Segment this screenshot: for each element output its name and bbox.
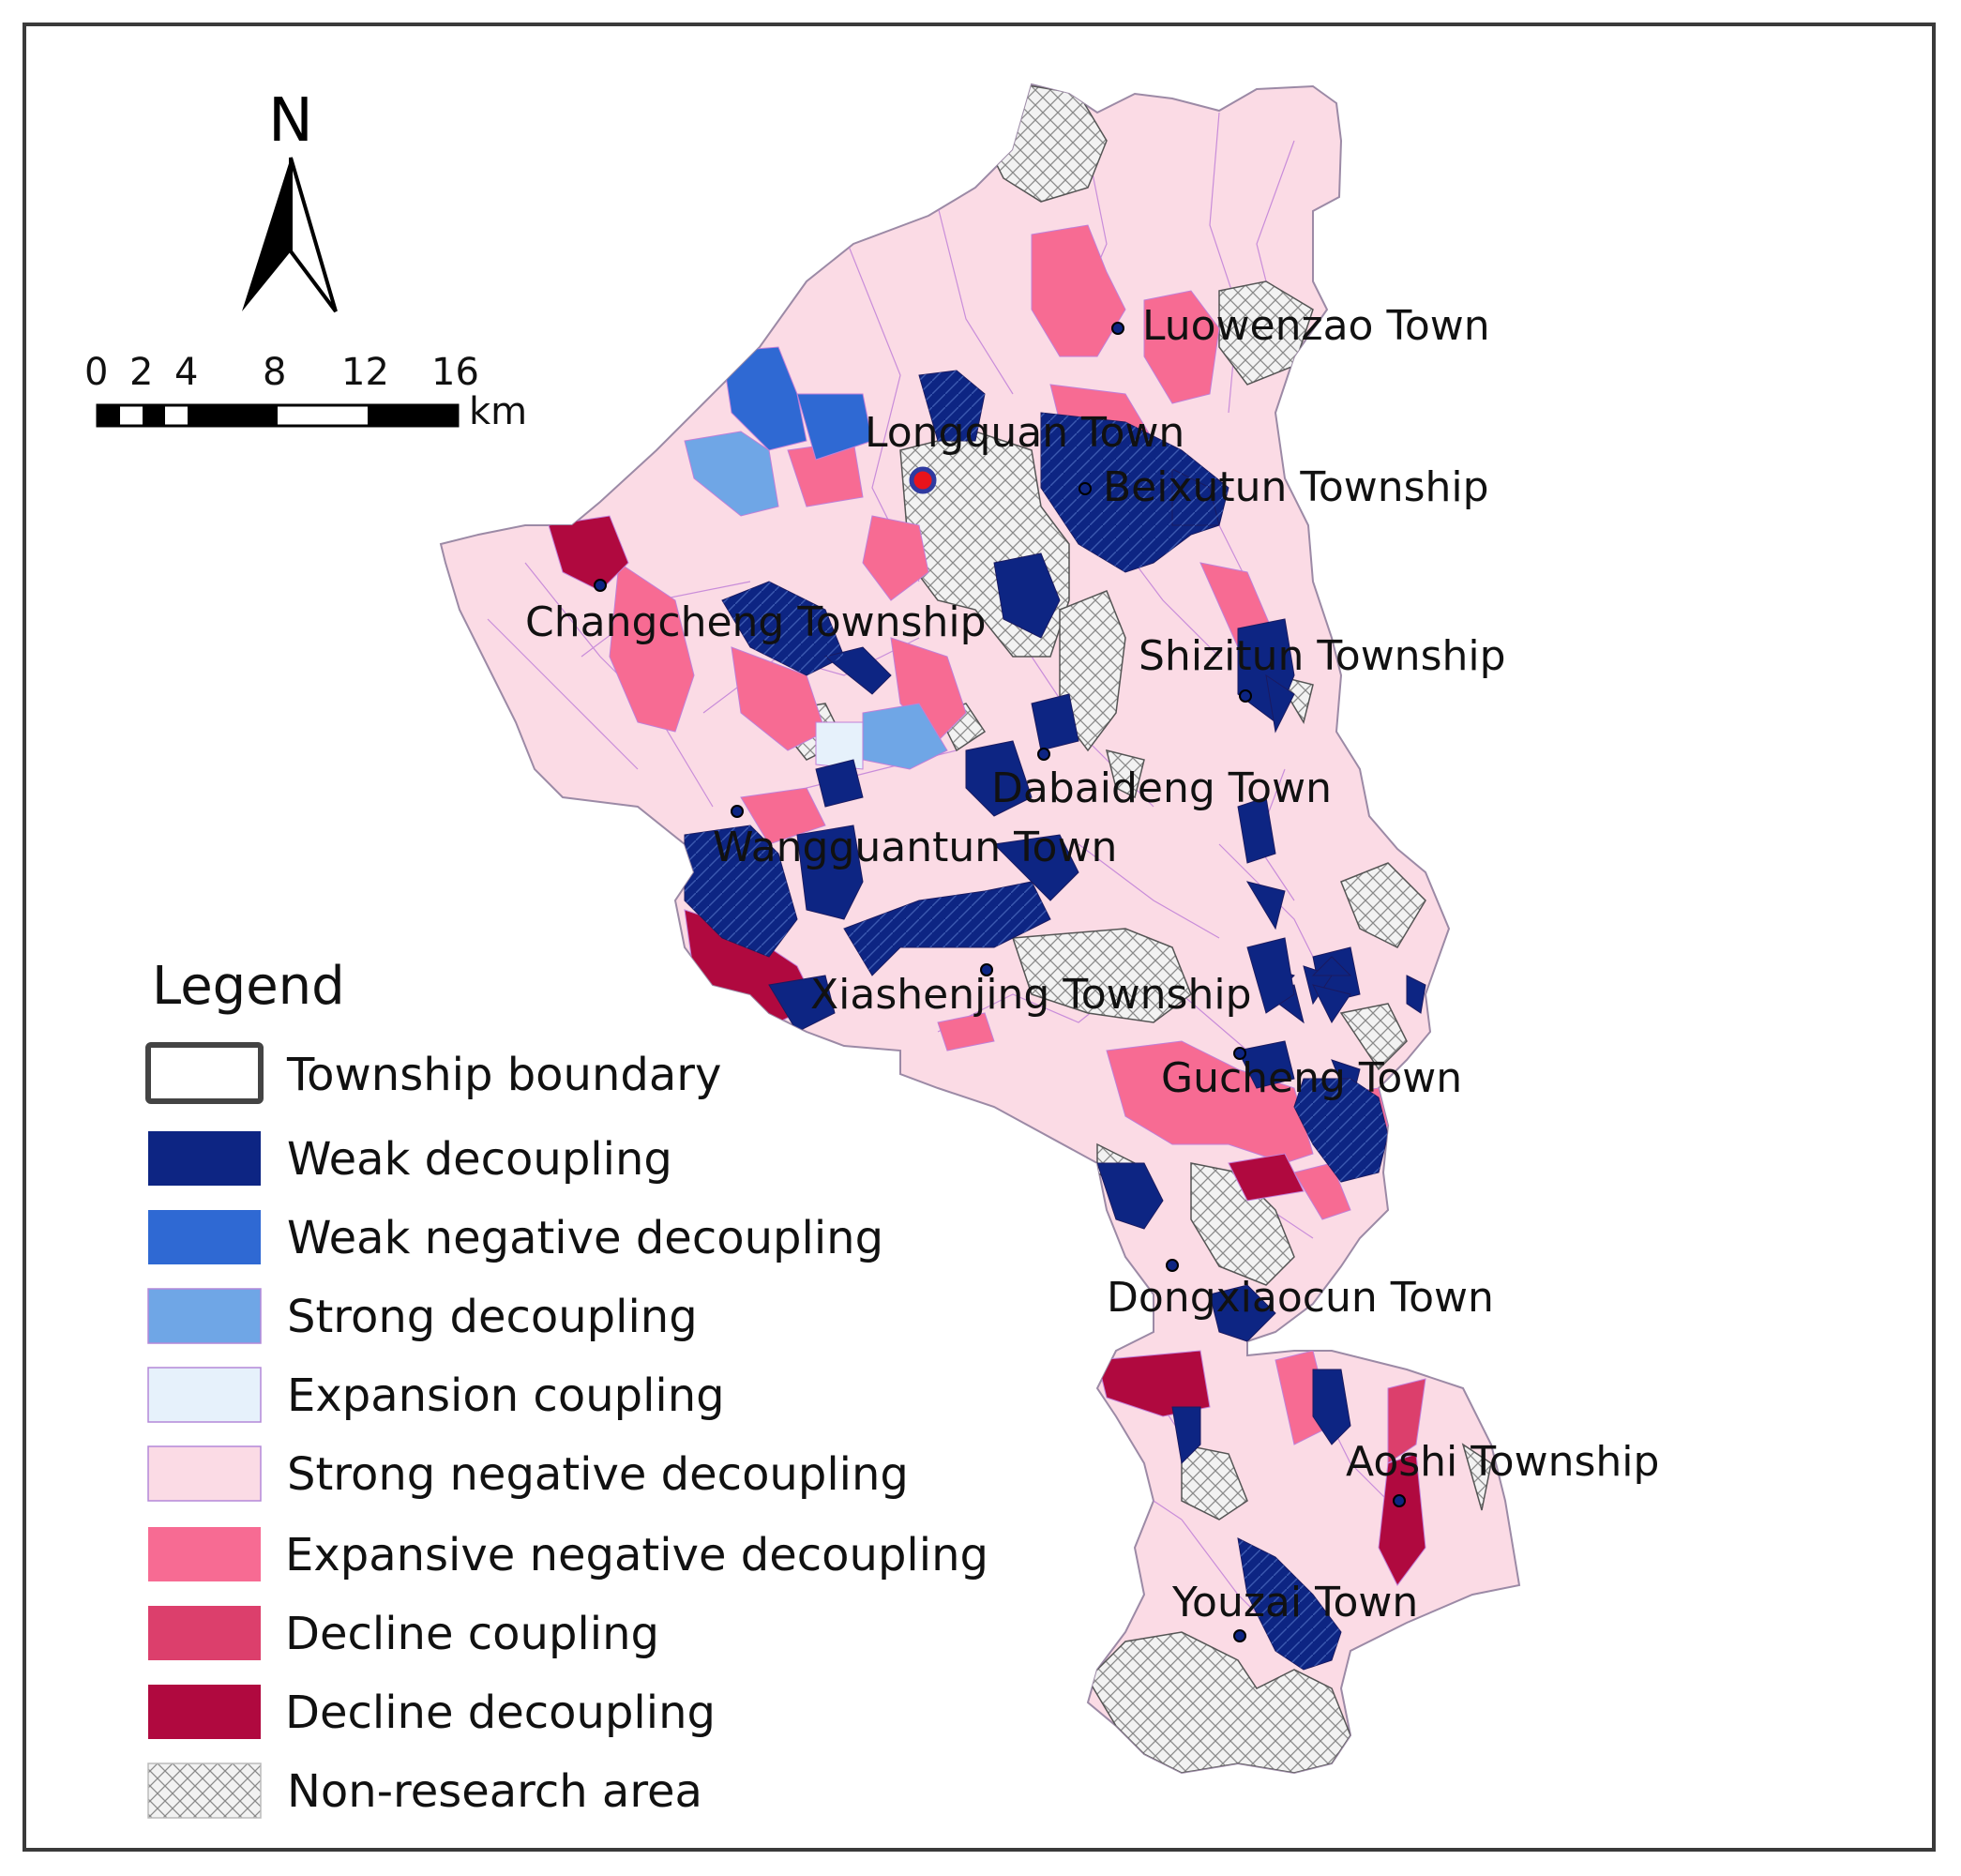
north-arrow-right <box>289 157 338 313</box>
legend-label: Decline coupling <box>285 1608 659 1660</box>
town-label-luowenzao: Luowenzao Town <box>1142 302 1490 350</box>
legend-label: Decline decoupling <box>285 1687 716 1739</box>
town-marker <box>980 963 993 976</box>
town-marker <box>731 805 744 818</box>
zones-strong-decoupling <box>684 431 948 770</box>
town-marker-seat <box>909 466 937 494</box>
legend-label: Strong decoupling <box>287 1291 698 1343</box>
town-label-shizitun: Shizitun Township <box>1139 632 1506 680</box>
scale-tick-label: 2 <box>129 351 153 394</box>
town-marker <box>1233 1629 1246 1642</box>
town-marker <box>1233 1047 1246 1060</box>
town-marker <box>1111 322 1124 335</box>
town-marker <box>1079 482 1092 495</box>
town-label-aoshi: Aoshi Township <box>1346 1438 1659 1486</box>
north-letter: N <box>268 86 313 156</box>
zones-weak-negative <box>721 346 873 461</box>
legend-swatch-strong-decoupling <box>147 1288 262 1344</box>
town-marker <box>1166 1259 1179 1272</box>
town-label-dabaideng: Dabaideng Town <box>991 764 1332 812</box>
legend-label: Expansive negative decoupling <box>285 1529 988 1581</box>
scale-unit: km <box>469 390 527 433</box>
town-label-changcheng: Changcheng Township <box>525 598 987 646</box>
zones-expansive-negative <box>609 224 1389 1445</box>
town-marker <box>1037 748 1050 761</box>
legend-label: Strong negative decoupling <box>287 1448 909 1501</box>
town-marker <box>1239 689 1252 703</box>
legend-swatch-weak-decoupling <box>148 1131 261 1186</box>
town-label-beixutun: Beixutun Township <box>1103 463 1489 511</box>
legend-label: Non-research area <box>287 1765 702 1818</box>
town-label-longquan: Longquan Town <box>865 409 1184 457</box>
scale-tick-label: 12 <box>341 351 389 394</box>
scale-tick-label: 4 <box>174 351 198 394</box>
legend-swatch-non-research-area <box>147 1763 262 1819</box>
legend-label: Weak decoupling <box>287 1133 672 1186</box>
legend-label: Weak negative decoupling <box>287 1212 883 1264</box>
legend-swatch-expansion-coupling <box>147 1367 262 1423</box>
town-labels: Luowenzao Town Longquan Town Beixutun To… <box>525 302 1659 1626</box>
legend-swatch-weak-negative-decoupling <box>148 1210 261 1264</box>
zones-decline-coupling <box>1387 1378 1426 1464</box>
north-arrow: N <box>242 86 338 313</box>
study-area <box>439 83 1521 1775</box>
scale-tick-label: 16 <box>431 351 479 394</box>
scale-tick-label: 0 <box>84 351 108 394</box>
scale-bar: 0 2 4 8 12 16 km <box>84 351 527 433</box>
town-label-dongxiaocun: Dongxiaocun Town <box>1107 1274 1494 1322</box>
legend-label: Expansion coupling <box>287 1369 725 1422</box>
scale-tick-label: 8 <box>263 351 286 394</box>
legend-swatch-township-boundary <box>145 1042 264 1104</box>
town-markers <box>594 322 1406 1642</box>
legend-title: Legend <box>152 956 345 1017</box>
north-arrow-left <box>242 158 291 311</box>
zones-weak-decoupling <box>684 370 1426 1671</box>
legend-swatch-decline-decoupling <box>148 1685 261 1739</box>
legend: Legend Township boundary Weak decoupling… <box>145 956 988 1819</box>
legend-label: Township boundary <box>286 1049 721 1101</box>
legend-swatch-expansive-negative-decoupling <box>148 1527 261 1581</box>
legend-swatch-strong-negative-decoupling <box>147 1445 262 1502</box>
legend-swatch-decline-coupling <box>148 1606 261 1660</box>
town-label-youzai: Youzai Town <box>1171 1579 1418 1626</box>
town-label-wangguantun: Wangguantun Town <box>713 824 1117 871</box>
zones-expansion-coupling <box>815 721 864 770</box>
town-marker <box>594 579 607 592</box>
town-label-xiashenjing: Xiashenjing Township <box>810 971 1252 1019</box>
town-label-gucheng: Gucheng Town <box>1161 1054 1462 1102</box>
town-marker <box>1393 1494 1406 1507</box>
